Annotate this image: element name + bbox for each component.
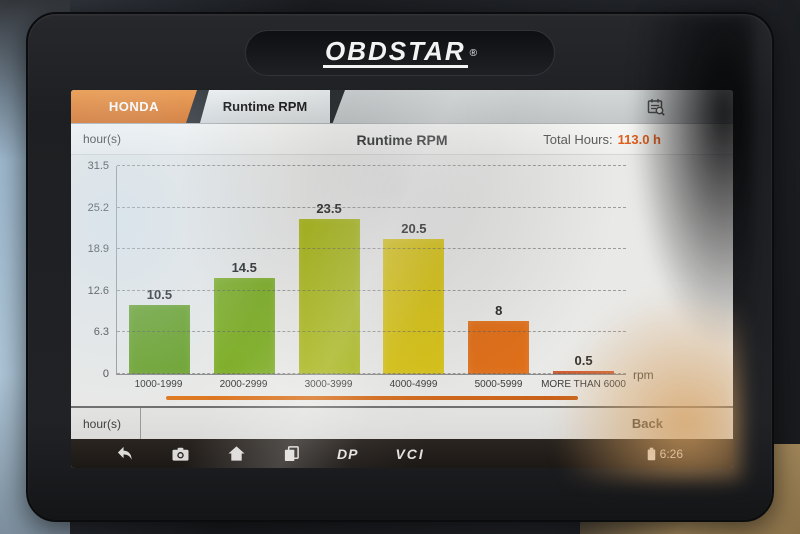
y-tick-label: 25.2 <box>87 201 109 214</box>
calendar-report-icon[interactable] <box>645 96 667 118</box>
bar-value-label: 0.5 <box>574 352 593 368</box>
categories-row: 1000-1999 2000-2999 3000-3999 4000-4999 5000… <box>116 379 626 390</box>
tab-runtime-rpm[interactable]: Runtime RPM <box>200 90 330 123</box>
tab-runtime-rpm-label: Runtime RPM <box>222 99 308 114</box>
y-tick-label: 31.5 <box>87 160 109 172</box>
bar <box>213 278 275 374</box>
x-category-label: 3000-3999 <box>304 379 353 390</box>
device-logo-plate: OBDSTAR ® <box>245 30 555 76</box>
obdstar-tablet-device: OBDSTAR ® HONDA Runtime RPM <box>26 12 774 522</box>
bar <box>468 321 530 374</box>
chart-header-bar: Runtime RPM Total Hours: 113.0 h <box>71 124 733 155</box>
bars-row: 10.5 14.5 23.5 20.5 8 0.5 <box>117 166 626 374</box>
dp-app-icon[interactable]: DP <box>337 445 359 462</box>
y-tick-label: 12.6 <box>87 284 109 297</box>
bar <box>128 304 190 374</box>
android-nav-bar: DP VCI 6:26 <box>71 439 733 468</box>
camera-icon[interactable] <box>171 446 190 462</box>
x-category-label: 1000-1999 <box>134 379 183 390</box>
bar-slot: 23.5 <box>287 166 372 374</box>
y-tick-label: 18.9 <box>87 243 109 256</box>
nav-icons: DP VCI <box>71 445 425 462</box>
x-category-label: 4000-4999 <box>389 379 438 390</box>
battery-icon <box>647 447 655 460</box>
x-axis-unit-label: rpm <box>633 368 654 382</box>
device-screen: HONDA Runtime RPM Runtime RPM Total Hour… <box>71 90 733 468</box>
gridline: 12.6 <box>88 285 626 297</box>
bar-value-label: 14.5 <box>231 260 257 276</box>
bar-value-label: 20.5 <box>401 220 427 236</box>
registered-mark: ® <box>469 47 477 59</box>
bar-slot: 10.5 <box>117 166 202 374</box>
tab-edge-fin <box>330 90 345 123</box>
bar-slot: 0.5 <box>541 166 626 374</box>
total-hours-value: 113.0 h <box>617 132 661 147</box>
bar-slot: 20.5 <box>371 166 456 374</box>
status-area: 6:26 <box>647 439 683 468</box>
bar-value-label: 23.5 <box>316 200 342 216</box>
horizontal-scroll-indicator[interactable] <box>166 396 578 400</box>
x-category-label: 5000-5999 <box>474 379 523 390</box>
recents-icon[interactable] <box>283 445 300 462</box>
footer-row-label: hour(s) <box>71 408 141 439</box>
total-hours: Total Hours: 113.0 h <box>543 124 661 155</box>
home-icon[interactable] <box>227 445 246 462</box>
back-icon[interactable] <box>115 445 134 462</box>
brand-logo: OBDSTAR <box>323 36 468 68</box>
vci-app-icon[interactable]: VCI <box>395 445 425 462</box>
x-category-label: 2000-2999 <box>219 379 268 390</box>
tab-honda[interactable]: HONDA <box>71 90 197 123</box>
tab-bar: HONDA Runtime RPM <box>71 90 733 124</box>
gridline: 6.3 <box>94 326 626 338</box>
bar-slot: 8 <box>456 166 541 374</box>
clock-time: 6:26 <box>659 446 683 461</box>
x-category-label: MORE THAN 6000 <box>541 379 626 390</box>
plot-area: 10.5 14.5 23.5 20.5 8 0.5 31.5 25.2 18.9 12.6 6.3… <box>88 160 626 380</box>
y-tick-label: 6.3 <box>93 326 109 339</box>
bar-slot: 14.5 <box>202 166 287 374</box>
gridline: 0 <box>103 368 626 380</box>
page-title: Runtime RPM <box>356 131 448 148</box>
total-hours-label: Total Hours: <box>543 132 613 147</box>
gridline: 25.2 <box>88 202 626 214</box>
gridline: 18.9 <box>88 243 626 255</box>
footer-legend-row: hour(s) Back <box>71 406 733 439</box>
bar <box>298 218 360 374</box>
gridline: 31.5 <box>88 160 626 172</box>
bar-value-label: 8 <box>495 303 503 319</box>
y-axis-title: hour(s) <box>83 132 122 146</box>
y-tick-label: 0 <box>102 368 109 380</box>
back-button[interactable]: Back <box>631 416 663 431</box>
tab-honda-label: HONDA <box>108 99 160 114</box>
bar <box>383 238 445 374</box>
